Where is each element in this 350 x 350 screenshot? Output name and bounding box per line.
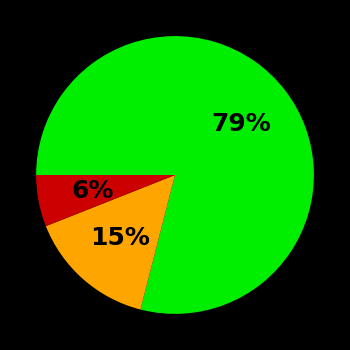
Wedge shape (36, 36, 314, 314)
Wedge shape (46, 175, 175, 309)
Wedge shape (36, 175, 175, 226)
Text: 79%: 79% (211, 112, 271, 136)
Text: 15%: 15% (90, 225, 150, 250)
Text: 6%: 6% (72, 178, 114, 203)
